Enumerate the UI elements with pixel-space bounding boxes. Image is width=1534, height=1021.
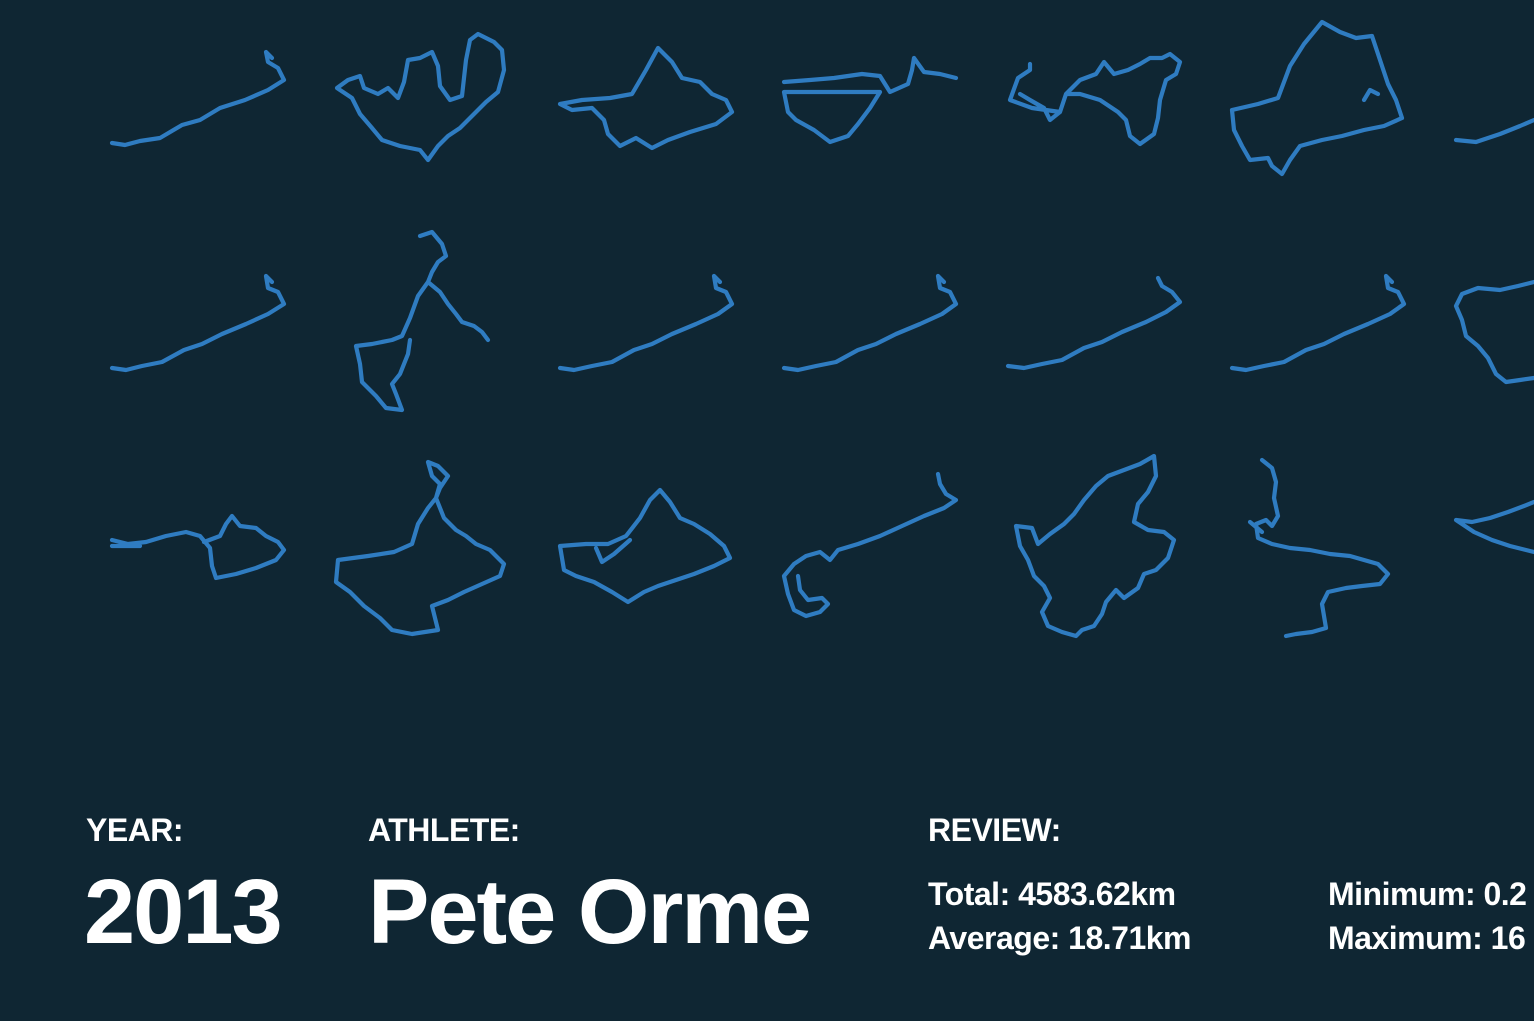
maximum-distance: Maximum: 16 bbox=[1328, 920, 1526, 956]
route-thumbnail[interactable] bbox=[353, 229, 491, 413]
route-thumbnail[interactable] bbox=[1453, 117, 1534, 145]
route-thumbnail[interactable] bbox=[1229, 273, 1407, 373]
route-thumbnail[interactable] bbox=[109, 49, 287, 148]
route-thumbnail[interactable] bbox=[109, 513, 287, 581]
review-footer: YEAR: 2013 ATHLETE: Pete Orme REVIEW: To… bbox=[0, 800, 1534, 1021]
route-thumbnail[interactable] bbox=[1229, 19, 1405, 177]
year-label: YEAR: bbox=[86, 812, 184, 848]
route-thumbnail[interactable] bbox=[557, 45, 735, 151]
route-thumbnail[interactable] bbox=[557, 273, 735, 373]
route-thumbnail[interactable] bbox=[557, 487, 733, 605]
route-thumbnail[interactable] bbox=[1013, 453, 1177, 639]
route-grid bbox=[109, 19, 1534, 639]
route-thumbnail[interactable] bbox=[1005, 275, 1183, 371]
year-value: 2013 bbox=[84, 861, 283, 963]
total-distance: Total: 4583.62km bbox=[928, 876, 1176, 912]
athlete-label: ATHLETE: bbox=[368, 812, 520, 848]
minimum-distance: Minimum: 0.2 bbox=[1328, 876, 1527, 912]
route-thumbnail[interactable] bbox=[781, 273, 959, 373]
route-thumbnail[interactable] bbox=[1247, 457, 1391, 639]
route-thumbnail[interactable] bbox=[333, 459, 507, 637]
average-distance: Average: 18.71km bbox=[928, 920, 1191, 956]
route-thumbnail[interactable] bbox=[334, 31, 507, 163]
route-thumbnail[interactable] bbox=[109, 273, 287, 373]
route-thumbnail[interactable] bbox=[781, 55, 959, 145]
route-thumbnail[interactable] bbox=[1453, 499, 1534, 555]
route-grid-svg bbox=[109, 19, 1534, 639]
route-thumbnail[interactable] bbox=[1453, 279, 1534, 385]
review-label: REVIEW: bbox=[928, 812, 1061, 848]
athlete-name: Pete Orme bbox=[368, 861, 812, 963]
route-thumbnail[interactable] bbox=[1007, 51, 1183, 147]
route-thumbnail[interactable] bbox=[781, 471, 959, 619]
